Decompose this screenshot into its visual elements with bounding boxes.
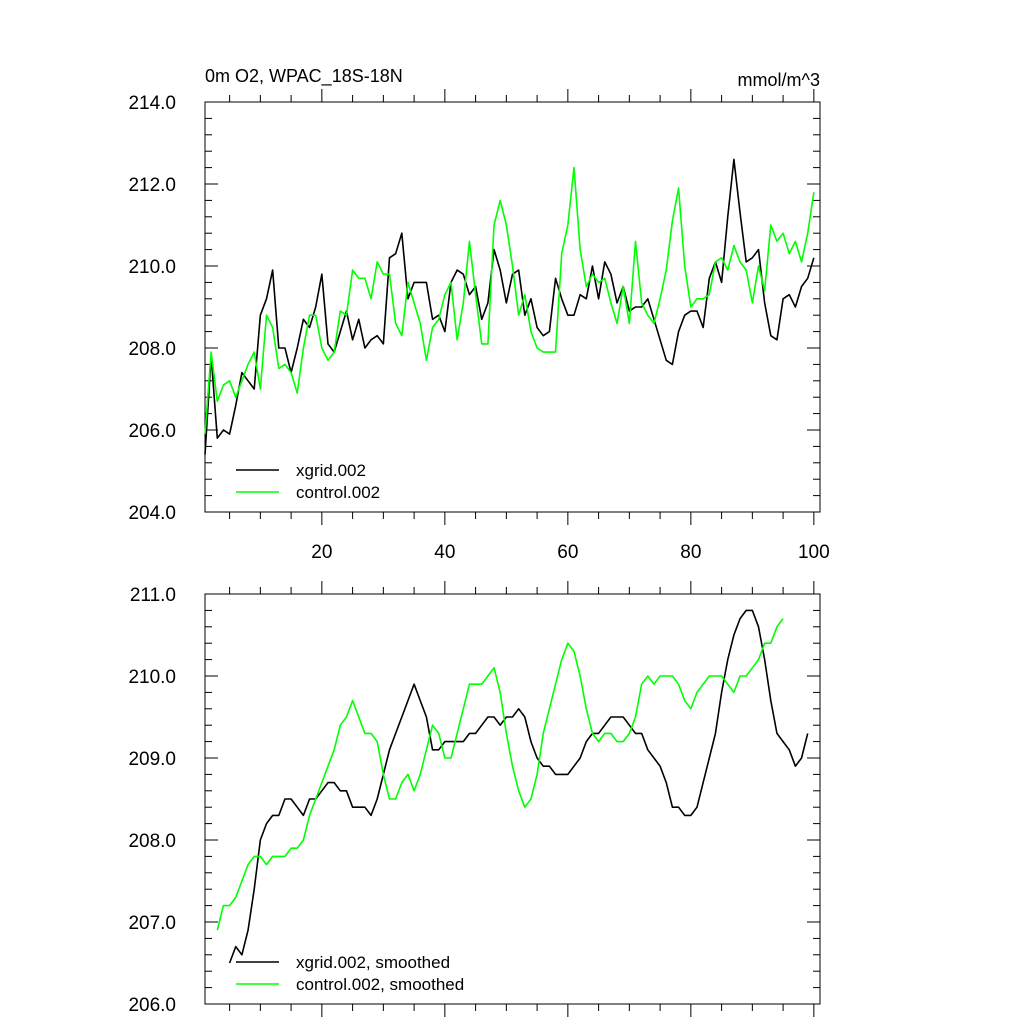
y-tick-label: 214.0 [128,93,176,114]
y-tick-label: 210.0 [128,257,176,278]
bottom-plot-frame [204,593,821,1005]
series-line-xgrid [228,609,809,964]
x-tick-label: 80 [680,542,701,563]
bottom-panel-legend: xgrid.002, smoothed control.002, smoothed [236,953,464,994]
x-tick-label: 20 [311,542,332,563]
x-tick-label: 100 [798,542,830,563]
y-tick-label: 206.0 [128,421,176,442]
x-tick-label: 40 [434,542,455,563]
y-tick-label: 209.0 [128,749,176,770]
y-tick-label: 208.0 [128,339,176,360]
legend-label: control.002, smoothed [296,975,464,994]
y-tick-label: 204.0 [128,503,176,524]
series-line-control [204,166,815,435]
y-tick-label: 210.0 [128,667,176,688]
top-panel-title: 0m O2, WPAC_18S-18N [205,66,403,87]
legend-label: control.002 [296,483,380,502]
series-line-xgrid [204,158,815,455]
legend-label: xgrid.002, smoothed [296,953,450,972]
bottom-panel-series [216,609,809,964]
y-tick-label: 208.0 [128,831,176,852]
top-panel-legend: xgrid.002 control.002 [236,461,380,502]
bottom-panel-ticks: 206.0 207.0 208.0 209.0 210.0 211.0 [128,581,820,1017]
bottom-panel: 206.0 207.0 208.0 209.0 210.0 211.0 xgrid.002… [128,581,821,1017]
y-tick-label: 212.0 [128,175,176,196]
top-panel-series [204,158,815,455]
y-tick-label: 207.0 [128,913,176,934]
top-panel-units: mmol/m^3 [738,70,820,90]
top-panel: 0m O2, WPAC_18S-18N mmol/m^3 20 40 60 80 100… [128,66,829,563]
legend-label: xgrid.002 [296,461,366,480]
x-tick-label: 60 [557,542,578,563]
y-tick-label: 211.0 [130,585,176,606]
y-tick-label: 206.0 [128,995,176,1016]
top-panel-ticks: 20 40 60 80 100 204.0 206.0 208.0 210.0 212.0 214.… [128,89,830,563]
top-plot-frame [204,101,821,513]
series-line-control [216,618,784,931]
